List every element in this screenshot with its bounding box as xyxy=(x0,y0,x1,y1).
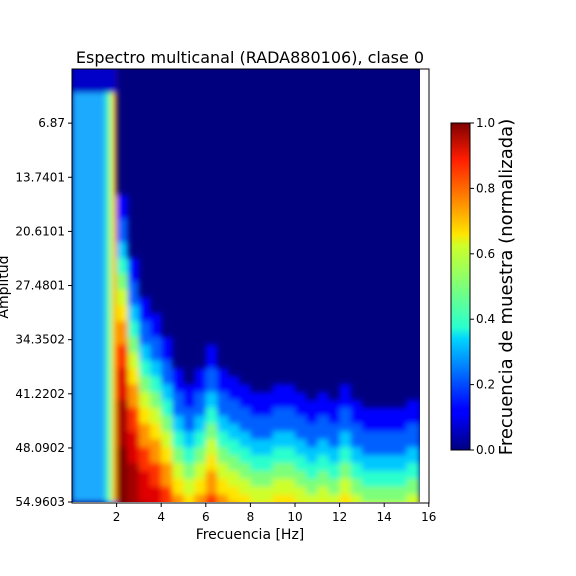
x-tick-label: 6 xyxy=(202,510,210,524)
heatmap-column-top xyxy=(72,69,117,93)
heatmap-bands xyxy=(72,69,420,502)
colorbar-gradient xyxy=(450,122,471,451)
heatmap-column xyxy=(105,69,112,502)
y-tick-label: 27.4801 xyxy=(15,279,65,293)
heatmap-band xyxy=(116,242,420,502)
colorbar-tick-label: 1.0 xyxy=(476,116,495,130)
x-tick-label: 12 xyxy=(332,510,347,524)
heatmap-band xyxy=(116,218,420,502)
colorbar-ticks: 0.0 0.2 0.4 0.6 0.8 1.0 xyxy=(470,116,495,457)
y-tick-label: 54.9603 xyxy=(15,495,65,509)
heatmap-column xyxy=(72,69,106,502)
heatmap-column xyxy=(111,69,115,502)
y-axis-label: Amplitud xyxy=(0,255,12,318)
x-tick-label: 8 xyxy=(247,510,255,524)
colorbar-tick-label: 0.4 xyxy=(476,312,495,326)
y-tick-label: 13.7401 xyxy=(15,170,65,184)
colorbar-label: Frecuencia de muestra (normalizada) xyxy=(496,119,517,455)
x-tick-label: 14 xyxy=(377,510,392,524)
x-tick-label: 16 xyxy=(421,510,436,524)
colorbar-tick-label: 0.0 xyxy=(476,443,495,457)
colorbar-tick-label: 0.8 xyxy=(476,181,495,195)
chart-title: Espectro multicanal (RADA880106), clase … xyxy=(76,48,424,67)
y-tick-label: 34.3502 xyxy=(15,333,65,347)
y-tick-label: 48.0902 xyxy=(15,441,65,455)
colorbar-tick-label: 0.2 xyxy=(476,378,495,392)
x-tick-label: 2 xyxy=(113,510,121,524)
colorbar: 0.0 0.2 0.4 0.6 0.8 1.0 Frecuencia de muestra… xyxy=(450,116,517,457)
x-tick-label: 10 xyxy=(287,510,302,524)
y-axis: 6.87 13.7401 20.6101 27.4801 34.3502 41.2202 4… xyxy=(15,116,72,509)
heatmap-band xyxy=(116,447,128,502)
heatmap-band xyxy=(116,344,217,502)
heatmap-column xyxy=(114,69,117,502)
colorbar-tick-label: 0.6 xyxy=(476,247,495,261)
y-tick-label: 41.2202 xyxy=(15,387,65,401)
y-tick-label: 20.6101 xyxy=(15,224,65,238)
x-axis-label: Frecuencia [Hz] xyxy=(196,527,305,543)
x-axis: 2 4 6 8 10 12 14 16 xyxy=(113,503,436,524)
y-tick-label: 6.87 xyxy=(38,116,65,130)
heatmap xyxy=(72,69,420,502)
x-tick-label: 4 xyxy=(157,510,165,524)
